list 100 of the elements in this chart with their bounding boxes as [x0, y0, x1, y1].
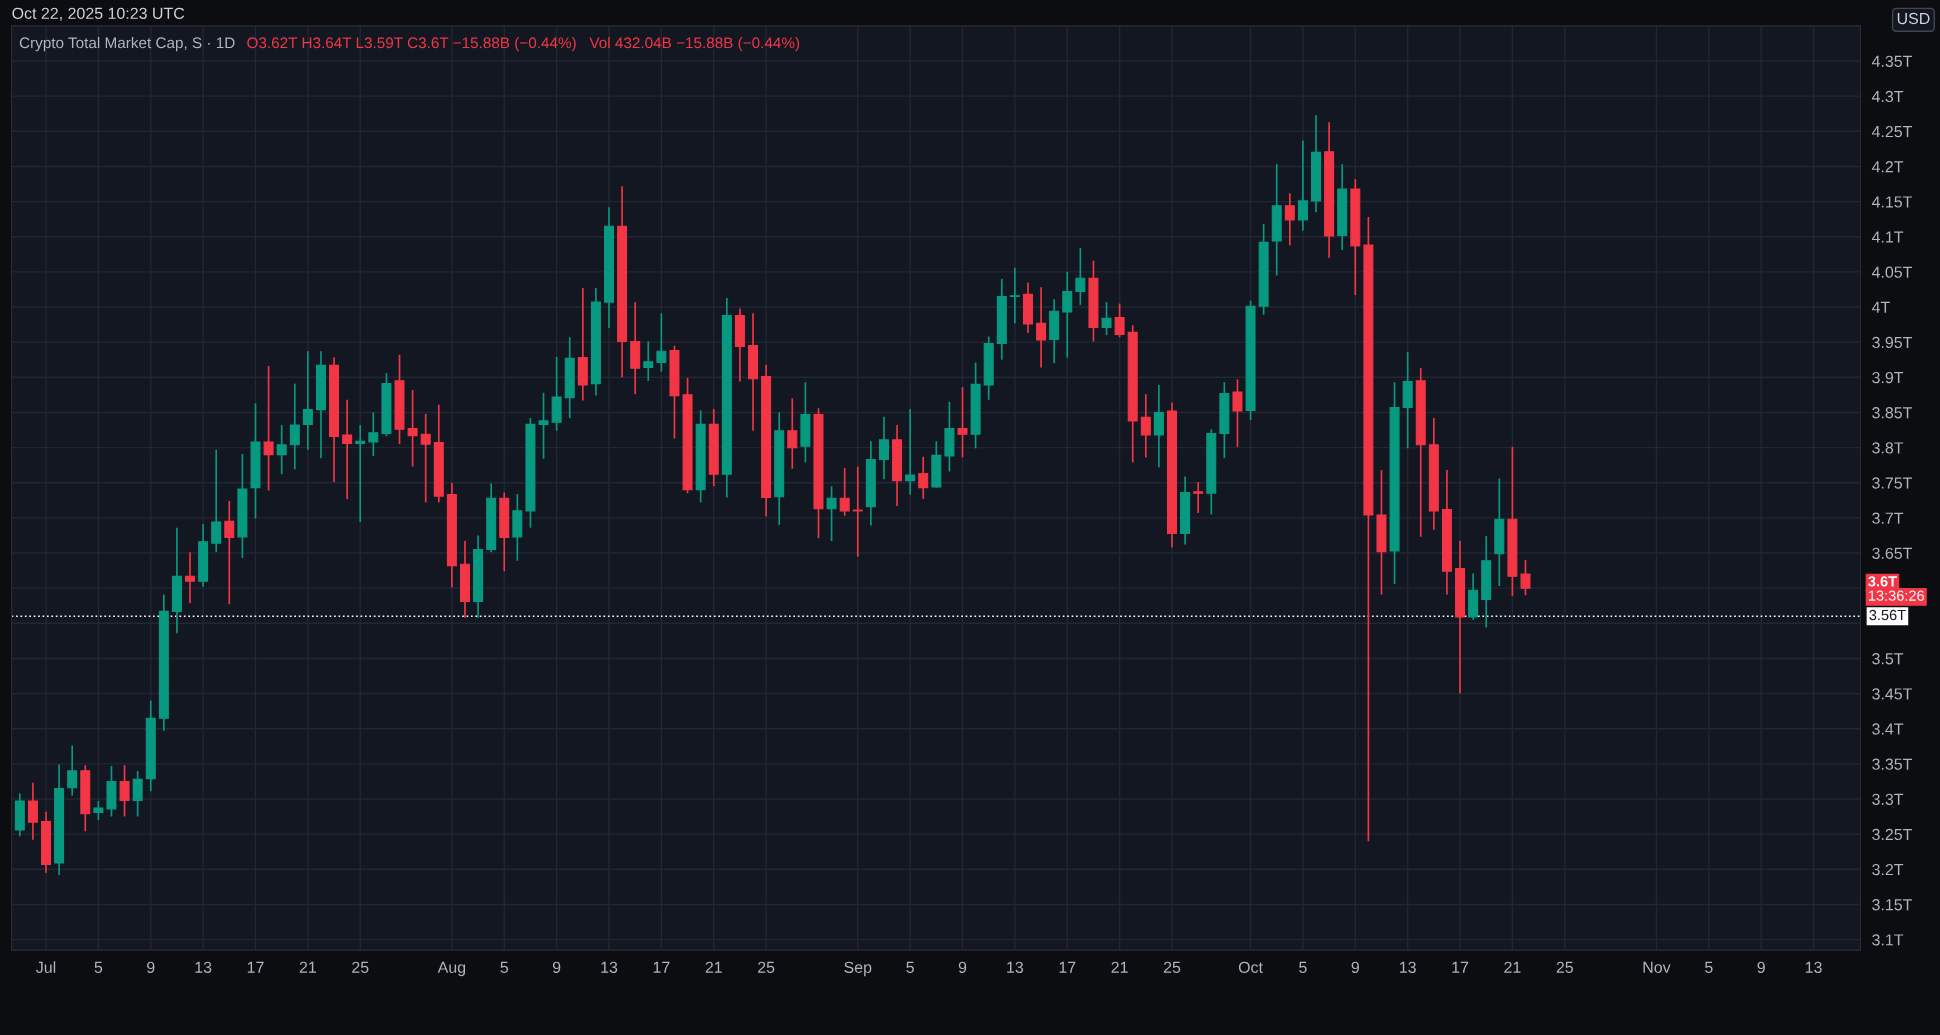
candlestick	[957, 386, 968, 459]
x-tick-label: 21	[1504, 961, 1521, 973]
candlestick	[1036, 286, 1047, 369]
candlestick	[342, 398, 353, 500]
candlestick	[787, 397, 798, 470]
y-tick-label: 3.4T	[1872, 723, 1904, 735]
x-tick-label: Jul	[36, 961, 56, 973]
candlestick	[211, 448, 222, 554]
y-tick-label: 3.9T	[1872, 371, 1904, 384]
y-tick-label: 3.7T	[1872, 512, 1904, 524]
y-tick-label: 3.5T	[1872, 653, 1904, 665]
x-tick-label: 17	[1452, 961, 1469, 973]
x-tick-label: 17	[653, 961, 670, 973]
candlestick	[1284, 192, 1295, 247]
candlestick	[355, 424, 366, 523]
y-tick-label: 4.05T	[1871, 266, 1913, 278]
candlestick	[1075, 247, 1086, 306]
candlestick	[656, 312, 667, 373]
x-tick-label: 9	[1757, 961, 1765, 973]
x-tick-label: Aug	[437, 961, 466, 977]
y-tick-label: 3.35T	[1872, 758, 1913, 770]
x-tick-label: Nov	[1643, 961, 1671, 973]
y-tick-label: 3.85T	[1872, 407, 1913, 419]
candlestick	[538, 391, 549, 460]
x-tick-label: 5	[500, 961, 509, 973]
x-tick-label: 17	[247, 961, 264, 973]
candlestick	[643, 340, 654, 382]
x-tick-label: 25	[1163, 961, 1181, 973]
y-tick-label: 3.15T	[1872, 899, 1913, 911]
candlestick	[905, 408, 916, 496]
candlestick	[93, 800, 104, 821]
y-tick-label: 3.95T	[1872, 336, 1913, 349]
x-tick-label: 17	[1059, 961, 1076, 973]
y-tick-label: 4.25T	[1871, 125, 1913, 138]
candlestick	[918, 455, 929, 500]
x-tick-label: 9	[1351, 961, 1359, 973]
candlestick	[839, 467, 850, 517]
candlestick	[1193, 481, 1204, 514]
y-tick-label: 3.45T	[1872, 688, 1913, 700]
x-tick-label: 25	[1556, 961, 1573, 973]
y-tick-label: 3.2T	[1872, 863, 1904, 876]
y-tick-label: 3.75T	[1872, 477, 1913, 489]
text: Oct 22, 2025 10:23 UTC	[12, 7, 185, 21]
candlestick	[1062, 271, 1073, 359]
y-tick-label: 3.1T	[1872, 934, 1904, 946]
x-tick-label: 25	[758, 961, 775, 973]
y-tick-label: 4.3T	[1871, 90, 1904, 103]
ref-line-label: 3.56T	[1869, 609, 1906, 621]
candlestick	[1009, 266, 1020, 325]
candlestick	[224, 500, 235, 606]
x-tick-label: 21	[299, 961, 316, 973]
candlestick	[1232, 378, 1243, 448]
candlestick	[276, 424, 287, 476]
candlestick	[119, 764, 130, 818]
candlestick	[407, 389, 418, 468]
x-tick-label: 13	[1007, 961, 1024, 973]
x-tick-label: 21	[705, 961, 722, 973]
y-tick-label: 3.25T	[1872, 828, 1913, 841]
y-tick-label: 4.35T	[1871, 55, 1913, 67]
candlestick	[368, 411, 379, 457]
text: 3.6T	[1868, 576, 1897, 587]
candlestick	[27, 782, 38, 841]
x-tick-label: 5	[906, 961, 914, 973]
y-tick-label: 4T	[1871, 301, 1890, 313]
x-tick-label: 13	[195, 961, 212, 973]
x-tick-label: Oct	[1238, 961, 1263, 973]
x-tick-label: 5	[1705, 961, 1713, 973]
candlestick	[1140, 393, 1151, 459]
candlestick	[420, 413, 431, 504]
candlestick	[132, 770, 143, 818]
x-tick-label: 21	[1111, 961, 1128, 973]
x-tick-label: 9	[147, 961, 155, 973]
candlestick	[1153, 384, 1164, 469]
candlestick	[826, 485, 837, 542]
x-tick-label: 5	[94, 961, 103, 973]
candlestick	[1520, 559, 1531, 597]
y-tick-label: 4.15T	[1871, 196, 1913, 208]
y-tick-label: 4.1T	[1871, 231, 1904, 243]
text: USD	[1897, 12, 1930, 25]
y-tick-label: 3.65T	[1872, 547, 1913, 559]
x-tick-label: 13	[1400, 961, 1416, 973]
x-tick-label: 13	[601, 961, 618, 973]
x-tick-label: 9	[958, 961, 967, 973]
y-tick-label: 3.3T	[1872, 793, 1904, 805]
candlestick	[1297, 139, 1308, 232]
candlestick	[1114, 302, 1125, 339]
x-tick-label: Sep	[844, 961, 872, 977]
text: O3.62T H3.64T L3.59T C3.6T −15.88B (−0.44%) Vol 432.04B −15.88B (−0.44%)	[247, 36, 800, 52]
candlestick	[878, 415, 889, 481]
candlestick	[67, 744, 78, 797]
x-tick-label: 9	[552, 961, 561, 973]
text: 13:36:26	[1868, 590, 1924, 601]
candlestick	[289, 382, 300, 471]
candlestick	[1101, 301, 1112, 336]
x-tick-label: 13	[1805, 961, 1822, 973]
candlestick	[302, 350, 313, 451]
y-tick-label: 3.8T	[1872, 442, 1904, 454]
x-tick-label: 5	[1299, 961, 1307, 973]
candlestick	[852, 465, 863, 558]
x-tick-label: 25	[352, 961, 369, 973]
